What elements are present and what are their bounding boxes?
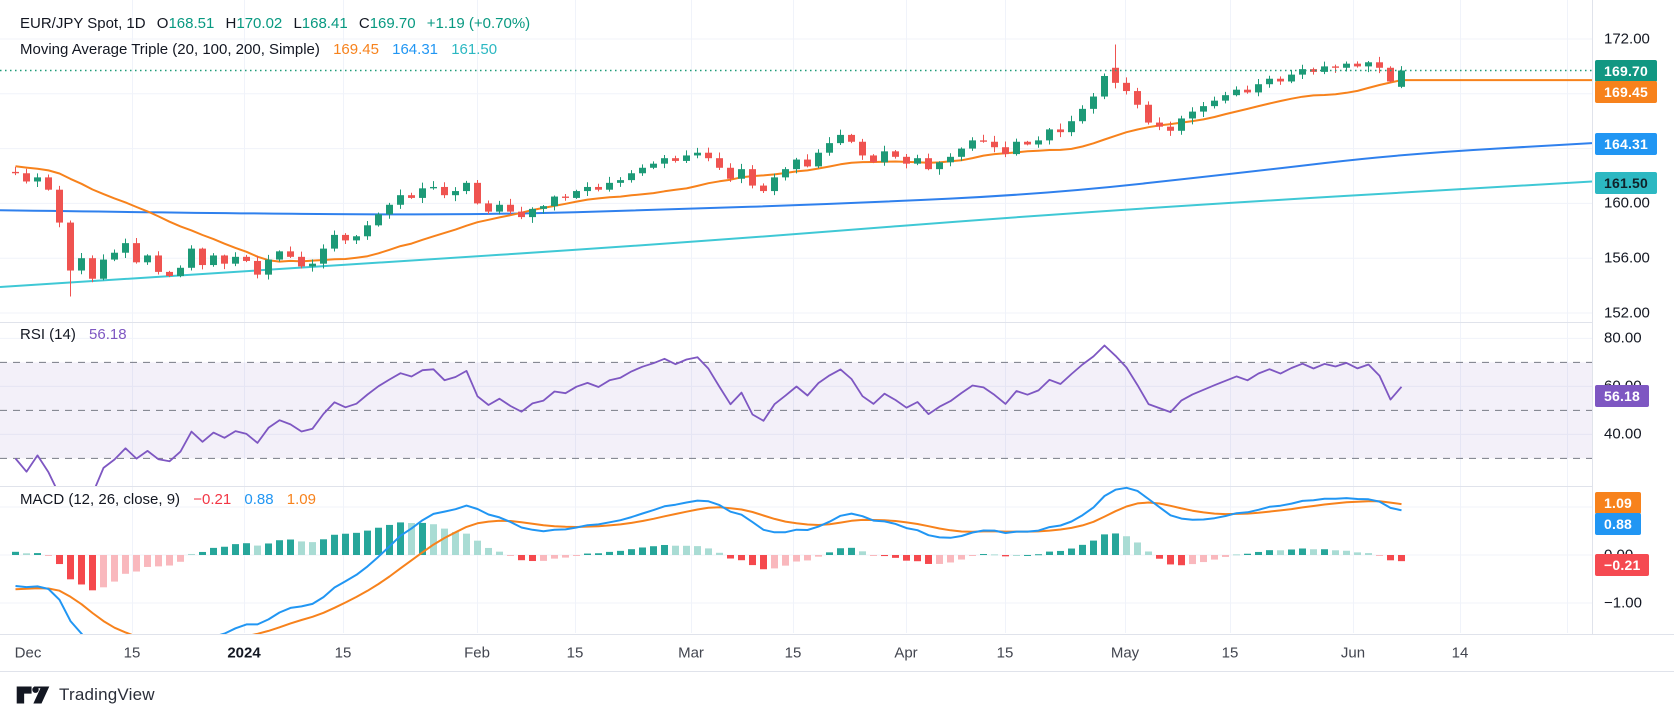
ma20-value: 169.45 [333,41,379,58]
high-label: H [225,15,237,32]
ma200-value: 161.50 [451,41,498,58]
macd-badge: 0.88 [1595,512,1642,535]
tradingview-logo[interactable]: TradingView [16,684,155,706]
tradingview-logo-text: TradingView [59,685,155,704]
price-badge: 164.31 [1595,133,1658,156]
tradingview-logo-icon [16,686,50,704]
macd-hist-value: −0.21 [193,491,232,508]
time-label: 15 [566,644,584,662]
time-label: Apr [894,644,918,662]
macd-legend[interactable]: MACD (12, 26, close, 9) −0.21 0.88 1.09 [20,487,316,513]
rsi-legend[interactable]: RSI (14) 56.18 [20,322,127,348]
price-tick: 156.00 [1604,249,1650,267]
ma-indicator-label: Moving Average Triple (20, 100, 200, Sim… [20,41,320,58]
time-label: Mar [678,644,704,662]
macd-line-value: 0.88 [244,491,274,508]
rsi-badge: 56.18 [1595,384,1650,407]
change-value: +1.19 (+0.70%) [426,15,531,32]
macd-tick: −1.00 [1604,594,1642,612]
macd-signal-value: 1.09 [286,491,316,508]
symbol-title: EUR/JPY Spot, 1D [20,15,146,32]
macd-label: MACD (12, 26, close, 9) [20,491,181,508]
low-label: L [293,15,302,32]
price-tick: 160.00 [1604,194,1650,212]
price-legend[interactable]: EUR/JPY Spot, 1D O168.51 H170.02 L168.41… [20,11,530,63]
price-badge: 169.70 [1595,59,1658,82]
close-value: 169.70 [369,15,416,32]
rsi-label: RSI (14) [20,326,76,343]
time-label: 15 [996,644,1014,662]
price-badge: 169.45 [1595,80,1658,103]
time-label: May [1110,644,1140,662]
time-label: 2024 [227,644,261,662]
time-label: Jun [1340,644,1366,662]
time-label: 15 [784,644,802,662]
price-tick: 172.00 [1604,30,1650,48]
low-value: 168.41 [301,15,348,32]
symbol-ohlc-row[interactable]: EUR/JPY Spot, 1D O168.51 H170.02 L168.41… [20,11,530,37]
price-axis[interactable]: 172.00160.00156.00152.0080.0060.0040.000… [1592,0,1674,634]
time-label: 15 [1221,644,1239,662]
time-label: 15 [123,644,141,662]
rsi-tick: 40.00 [1604,425,1642,443]
close-label: C [358,15,370,32]
open-label: O [156,15,169,32]
rsi-tick: 80.00 [1604,329,1642,347]
price-tick: 152.00 [1604,304,1650,322]
time-label: Feb [464,644,490,662]
high-value: 170.02 [236,15,283,32]
open-value: 168.51 [168,15,215,32]
ma-indicator-row[interactable]: Moving Average Triple (20, 100, 200, Sim… [20,37,530,63]
chart-plot-area[interactable] [0,0,1592,634]
macd-badge: −0.21 [1595,554,1650,577]
price-badge: 161.50 [1595,171,1658,194]
time-label: 15 [334,644,352,662]
rsi-value: 56.18 [89,326,127,343]
time-label: 14 [1451,644,1469,662]
macd-badge: 1.09 [1595,491,1642,514]
time-label: Dec [14,644,42,662]
ma100-value: 164.31 [392,41,439,58]
time-axis[interactable]: Dec 15 2024 15 Feb 15 Mar 15 Apr 15 May 15 Jun 14 [0,634,1674,672]
